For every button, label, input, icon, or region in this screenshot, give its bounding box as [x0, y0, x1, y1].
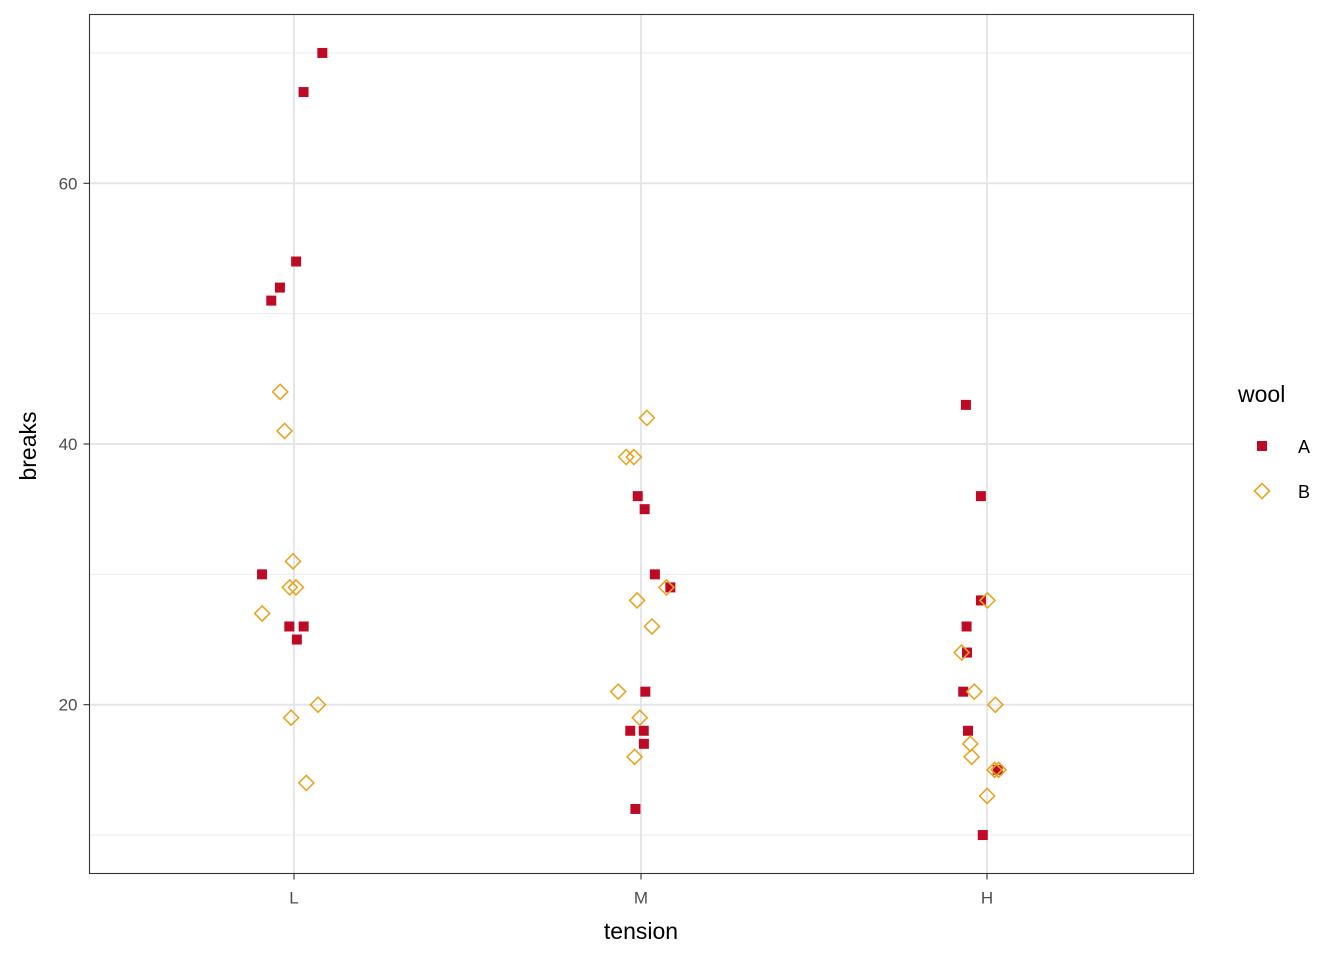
data-point-A — [963, 725, 974, 736]
x-tick-label: M — [634, 889, 648, 908]
data-point-B — [963, 748, 981, 766]
data-point-A — [266, 295, 277, 306]
data-point-B — [985, 761, 1004, 779]
data-point-A — [649, 569, 660, 580]
x-axis-title: tension — [604, 918, 678, 944]
data-point-A — [257, 569, 268, 580]
axes: 20 40 60 L M H — [59, 174, 994, 907]
data-point-A — [291, 256, 302, 267]
data-point-B — [643, 617, 661, 636]
data-points — [253, 47, 1008, 841]
data-point-B — [275, 422, 294, 440]
data-point-A — [958, 686, 969, 697]
legend-items: AB — [1253, 437, 1310, 502]
data-point-A — [638, 738, 649, 749]
data-point-A — [961, 621, 972, 632]
data-point-A — [639, 504, 650, 515]
series-A — [257, 47, 1003, 841]
data-point-A — [962, 647, 973, 658]
data-point-A — [632, 491, 643, 502]
y-axis-title: breaks — [15, 411, 41, 480]
data-point-B — [609, 683, 627, 701]
data-point-A — [640, 686, 651, 697]
y-tick-label: 60 — [59, 174, 78, 193]
legend-label-B: B — [1298, 482, 1310, 502]
data-point-A — [638, 725, 649, 736]
data-point-B — [625, 448, 643, 466]
data-point-B — [282, 709, 300, 727]
y-tick-label: 40 — [59, 435, 78, 454]
data-point-A — [284, 621, 295, 632]
data-point-A — [630, 803, 641, 814]
legend-key-B — [1253, 482, 1271, 500]
data-point-A — [665, 582, 676, 593]
data-point-B — [284, 552, 302, 570]
legend-key-A — [1257, 441, 1267, 451]
data-point-B — [978, 787, 996, 805]
data-point-B — [657, 578, 676, 597]
data-point-B — [309, 696, 327, 714]
data-point-B — [631, 709, 649, 727]
data-point-A — [625, 725, 636, 736]
x-tick-label: L — [289, 889, 298, 908]
series-B — [253, 383, 1008, 805]
data-point-B — [628, 591, 646, 610]
data-point-B — [953, 643, 971, 662]
data-point-B — [638, 409, 656, 427]
data-point-B — [986, 696, 1004, 714]
data-point-B — [965, 683, 983, 701]
data-point-B — [297, 774, 315, 792]
grid-lines — [89, 14, 1194, 874]
data-point-B — [253, 604, 271, 623]
legend-label-A: A — [1298, 437, 1310, 457]
data-point-B — [617, 448, 635, 466]
data-point-B — [287, 578, 305, 597]
legend-title: wool — [1237, 381, 1285, 407]
data-point-B — [271, 383, 289, 401]
data-point-A — [317, 47, 328, 58]
data-point-A — [291, 634, 302, 645]
y-tick-label: 20 — [59, 696, 78, 715]
data-point-A — [977, 830, 988, 841]
data-point-A — [975, 491, 986, 502]
data-point-A — [298, 621, 309, 632]
data-point-A — [960, 399, 971, 410]
data-point-B — [625, 748, 644, 766]
data-point-A — [992, 764, 1003, 775]
data-point-B — [281, 578, 299, 597]
x-tick-label: H — [981, 889, 993, 908]
data-point-A — [274, 282, 285, 293]
data-point-B — [989, 761, 1008, 779]
legend: wool AB — [1237, 381, 1310, 502]
data-point-B — [961, 735, 979, 753]
data-point-B — [978, 591, 997, 610]
data-point-A — [298, 87, 309, 98]
